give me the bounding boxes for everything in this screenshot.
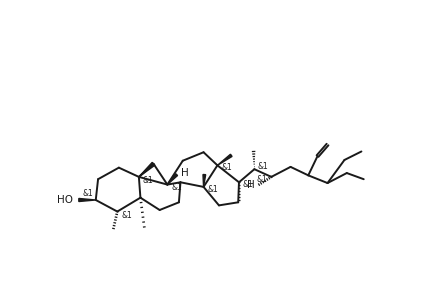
Polygon shape (218, 154, 232, 165)
Text: &1: &1 (208, 185, 218, 195)
Text: &1: &1 (242, 180, 253, 189)
Polygon shape (139, 162, 155, 177)
Text: &1: &1 (121, 211, 132, 220)
Text: H: H (246, 180, 254, 190)
Polygon shape (167, 174, 177, 185)
Polygon shape (203, 174, 206, 187)
Text: &1: &1 (171, 183, 182, 192)
Text: H: H (181, 168, 189, 178)
Polygon shape (79, 198, 96, 201)
Text: &1: &1 (143, 176, 153, 185)
Text: &1: &1 (257, 162, 268, 171)
Text: HO: HO (57, 195, 73, 205)
Text: &1: &1 (221, 163, 232, 172)
Text: &1: &1 (83, 189, 94, 198)
Text: &1: &1 (257, 175, 267, 185)
